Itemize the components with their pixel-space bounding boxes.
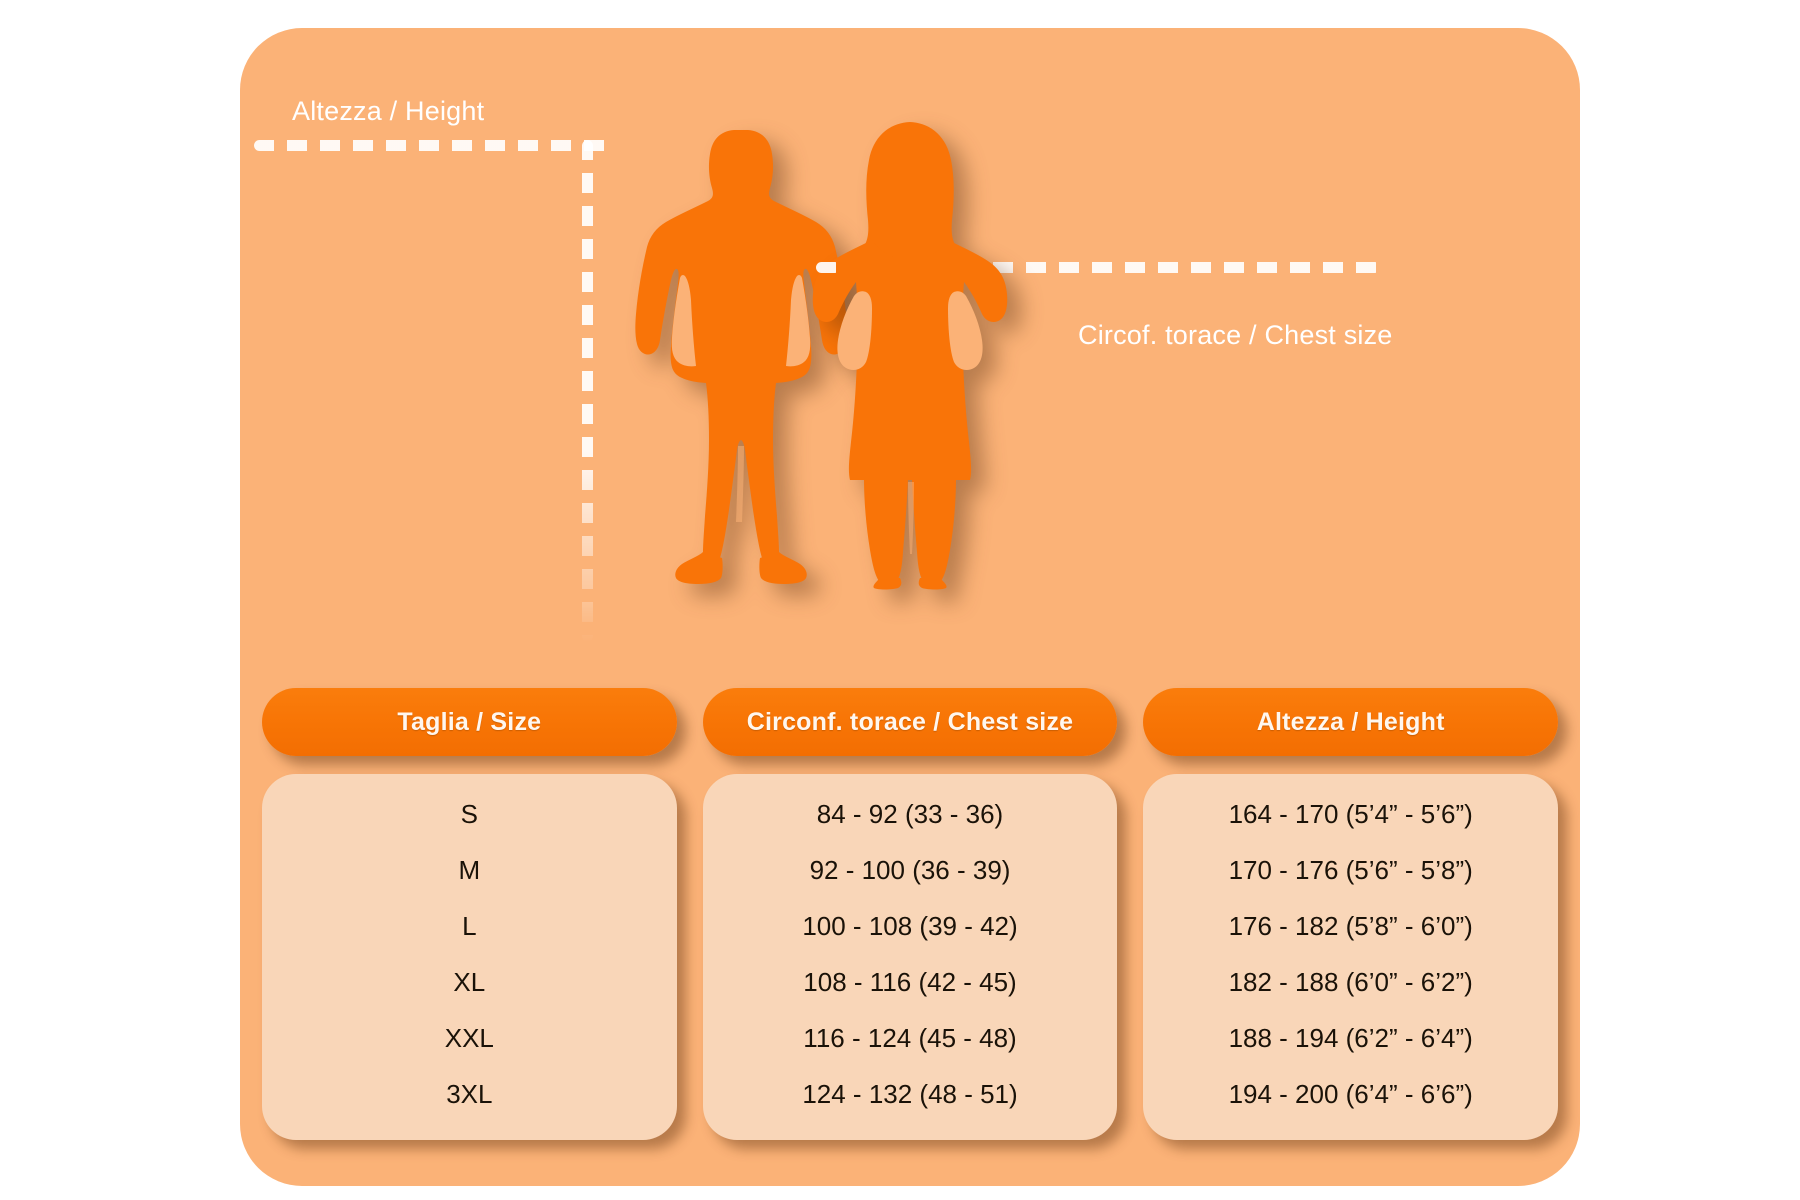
- table-cell-size: XXL: [444, 1022, 494, 1053]
- column-header-size: Taglia / Size: [262, 688, 677, 756]
- table-cell-chest: 84 - 92 (33 - 36): [816, 798, 1004, 829]
- table-cell-size: L: [462, 910, 477, 941]
- female-silhouette-icon: [812, 122, 1008, 590]
- table-cell-size: S: [460, 798, 478, 829]
- table-cell-size: XL: [453, 966, 486, 997]
- table-cell-chest: 108 - 116 (42 - 45): [803, 966, 1017, 997]
- table-cell-height: 170 - 176 (5’6” - 5’8”): [1228, 854, 1473, 885]
- table-cell-height: 182 - 188 (6’0” - 6’2”): [1228, 966, 1473, 997]
- height-guide-label: Altezza / Height: [292, 96, 485, 126]
- table-cell-height: 188 - 194 (6’2” - 6’4”): [1228, 1022, 1473, 1053]
- male-silhouette-icon: [635, 130, 847, 584]
- table-cell-height: 164 - 170 (5’4” - 5’6”): [1228, 798, 1473, 829]
- table-cell-height: 176 - 182 (5’8” - 6’0”): [1228, 910, 1473, 941]
- column-chest: Circonf. torace / Chest size 84 - 92 (33…: [702, 688, 1118, 1140]
- table-cell-chest: 92 - 100 (36 - 39): [809, 854, 1011, 885]
- height-guide-line-horizontal: [254, 140, 616, 151]
- column-size: Taglia / Size S M L XL XXL 3XL: [262, 688, 677, 1140]
- column-body-size: S M L XL XXL 3XL: [262, 774, 677, 1140]
- table-cell-size: 3XL: [446, 1078, 493, 1109]
- table-cell-chest: 116 - 124 (45 - 48): [803, 1022, 1017, 1053]
- column-header-height: Altezza / Height: [1143, 688, 1559, 756]
- measurement-diagram: Altezza / Height Circof. torace / Chest …: [240, 28, 1580, 688]
- column-height: Altezza / Height 164 - 170 (5’4” - 5’6”)…: [1143, 688, 1559, 1140]
- column-body-height: 164 - 170 (5’4” - 5’6”) 170 - 176 (5’6” …: [1143, 774, 1559, 1140]
- height-guide-line-vertical: [582, 140, 593, 642]
- size-table: Taglia / Size S M L XL XXL 3XL Circonf. …: [262, 688, 1559, 1140]
- column-header-chest: Circonf. torace / Chest size: [702, 688, 1118, 756]
- table-cell-size: M: [458, 854, 481, 885]
- size-chart-panel: Altezza / Height Circof. torace / Chest …: [240, 28, 1580, 1186]
- table-cell-chest: 124 - 132 (48 - 51): [802, 1078, 1018, 1109]
- chest-guide-line-start: [816, 262, 840, 273]
- table-cell-chest: 100 - 108 (39 - 42): [802, 910, 1018, 941]
- column-body-chest: 84 - 92 (33 - 36) 92 - 100 (36 - 39) 100…: [702, 774, 1118, 1140]
- chest-guide-line: [828, 262, 1380, 273]
- chest-guide-label: Circof. torace / Chest size: [1078, 320, 1393, 350]
- table-cell-height: 194 - 200 (6’4” - 6’6”): [1228, 1078, 1473, 1109]
